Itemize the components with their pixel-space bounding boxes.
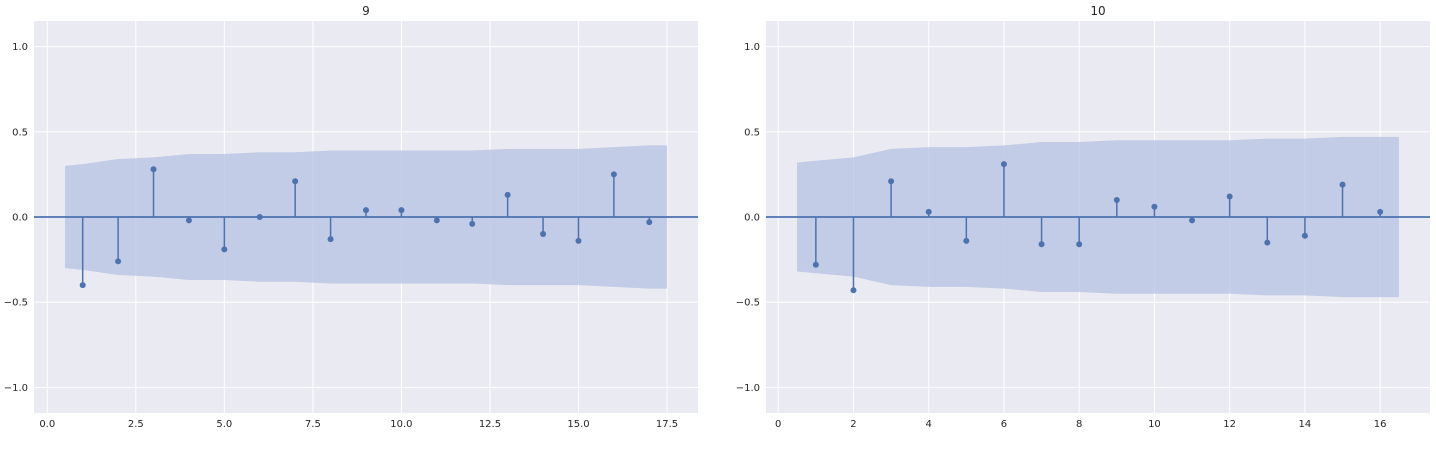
panel-title: 9 xyxy=(362,4,370,18)
y-tick-label: −0.5 xyxy=(736,298,760,309)
marker-lag-17 xyxy=(646,219,653,226)
acf-panel-9: 0.0 2.5 5.0 7.5 10.0 12.5 15.0 17.5 −1.0 −0.5 0.0 0… xyxy=(4,4,698,430)
y-tick-label: 0.0 xyxy=(744,213,760,224)
x-tick-label: 0 xyxy=(775,419,781,430)
x-tick-label: 6 xyxy=(1001,419,1007,430)
y-tick-label: 0.0 xyxy=(12,213,28,224)
x-tick-label: 10 xyxy=(1148,419,1161,430)
marker-lag-14 xyxy=(540,231,547,238)
marker-lag-1 xyxy=(812,261,819,268)
marker-lag-4 xyxy=(925,208,932,215)
x-tick-label: 16 xyxy=(1374,419,1387,430)
marker-lag-11 xyxy=(433,217,440,224)
marker-lag-15 xyxy=(1339,181,1346,188)
marker-lag-4 xyxy=(185,217,192,224)
marker-lag-15 xyxy=(575,237,582,244)
marker-lag-6 xyxy=(1000,161,1007,168)
y-tick-label: 0.5 xyxy=(744,127,760,138)
x-tick-label: 0.0 xyxy=(39,419,55,430)
marker-lag-5 xyxy=(221,246,228,253)
y-tick-label: −1.0 xyxy=(4,383,28,394)
marker-lag-12 xyxy=(469,220,476,227)
marker-lag-13 xyxy=(504,191,511,198)
marker-lag-7 xyxy=(292,178,299,185)
marker-lag-13 xyxy=(1264,239,1271,246)
y-tick-label: 0.5 xyxy=(12,127,28,138)
x-tick-label: 7.5 xyxy=(305,419,321,430)
x-tick-label: 8 xyxy=(1076,419,1082,430)
x-tick-label: 14 xyxy=(1299,419,1312,430)
marker-lag-10 xyxy=(1151,203,1158,210)
marker-lag-8 xyxy=(1076,241,1083,248)
marker-lag-5 xyxy=(963,237,970,244)
y-tick-label: −1.0 xyxy=(736,383,760,394)
marker-lag-6 xyxy=(256,214,263,220)
x-tick-label: 15.0 xyxy=(567,419,589,430)
marker-lag-8 xyxy=(327,236,334,243)
x-tick-label: 5.0 xyxy=(216,419,232,430)
marker-lag-11 xyxy=(1189,217,1196,224)
marker-lag-2 xyxy=(850,287,857,294)
y-tick-label: 1.0 xyxy=(12,42,28,53)
y-tick-label: 1.0 xyxy=(744,42,760,53)
marker-lag-2 xyxy=(115,258,122,265)
marker-lag-16 xyxy=(1377,208,1384,215)
marker-lag-1 xyxy=(79,282,86,289)
x-tick-label: 2.5 xyxy=(128,419,144,430)
marker-lag-7 xyxy=(1038,241,1045,248)
panel-title: 10 xyxy=(1090,4,1105,18)
marker-lag-14 xyxy=(1301,232,1308,239)
x-tick-label: 10.0 xyxy=(390,419,412,430)
x-tick-label: 2 xyxy=(850,419,856,430)
marker-lag-3 xyxy=(888,178,895,185)
x-tick-label: 12.5 xyxy=(479,419,501,430)
marker-lag-9 xyxy=(363,207,369,214)
x-tick-label: 12 xyxy=(1223,419,1236,430)
marker-lag-12 xyxy=(1226,193,1233,200)
x-tick-label: 17.5 xyxy=(656,419,678,430)
y-tick-label: −0.5 xyxy=(4,298,28,309)
x-tick-label: 4 xyxy=(926,419,932,430)
marker-lag-16 xyxy=(610,171,617,178)
marker-lag-3 xyxy=(150,166,157,173)
marker-lag-9 xyxy=(1113,196,1120,203)
acf-panel-10: 0 2 4 6 8 10 12 14 16 −1.0 −0.5 0.0 0.5 1.0 10 xyxy=(736,4,1430,430)
marker-lag-10 xyxy=(398,207,405,214)
